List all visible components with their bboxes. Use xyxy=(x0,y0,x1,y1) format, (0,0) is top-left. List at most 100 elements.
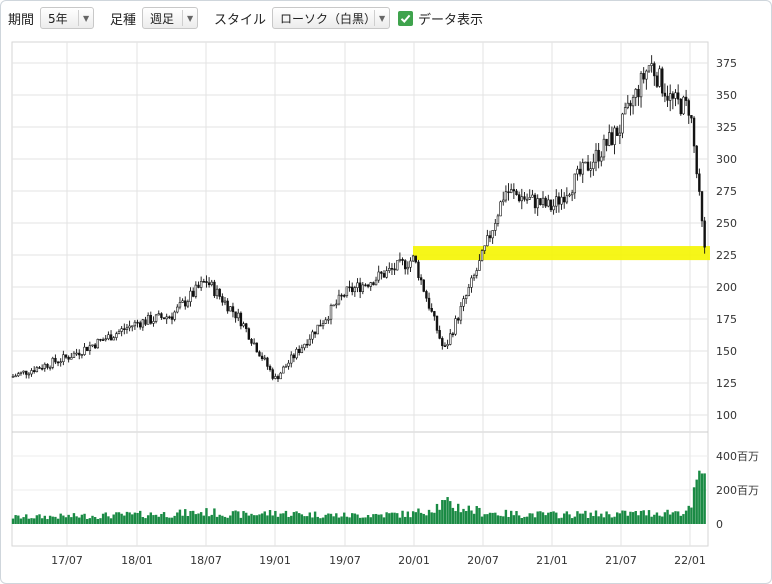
volume-bar xyxy=(592,516,595,524)
volume-bar xyxy=(91,515,94,524)
volume-bar xyxy=(271,515,274,524)
volume-bar xyxy=(634,511,637,524)
candle-body xyxy=(104,338,107,341)
candle-body xyxy=(38,367,41,369)
volume-bar xyxy=(33,518,36,524)
volume-bar xyxy=(125,511,129,524)
volume-bar xyxy=(316,516,319,524)
volume-bar xyxy=(27,518,31,524)
candle-body xyxy=(568,194,571,197)
candle-body xyxy=(382,273,386,278)
volume-bar xyxy=(218,514,221,524)
candle-body xyxy=(263,357,266,360)
candle-body xyxy=(152,321,155,324)
volume-bar xyxy=(385,512,388,524)
volume-bar xyxy=(324,514,327,524)
candle-body xyxy=(268,366,272,370)
candle-body xyxy=(178,302,182,308)
volume-bar xyxy=(107,516,110,524)
candle-body xyxy=(687,100,690,116)
volume-bar xyxy=(70,517,73,524)
candle-body xyxy=(194,284,198,297)
candle-body xyxy=(78,352,81,356)
style-select[interactable]: ローソク（白黒） ▼ xyxy=(272,7,391,29)
candle-body xyxy=(350,286,354,293)
volume-bar xyxy=(637,515,640,524)
candle-body xyxy=(576,168,579,175)
candle-body xyxy=(337,294,341,305)
candle-body xyxy=(682,96,685,115)
candle-body xyxy=(658,68,661,87)
candle-body xyxy=(141,319,145,328)
candle-body xyxy=(319,324,322,327)
volume-bar xyxy=(454,511,457,524)
candle-body xyxy=(239,312,243,327)
candle-body xyxy=(515,190,518,195)
volume-bar xyxy=(199,512,203,524)
candle-body xyxy=(547,199,550,207)
candle-body xyxy=(666,95,669,101)
candle-body xyxy=(181,300,184,303)
candle-body xyxy=(409,260,412,268)
volume-bar xyxy=(401,510,404,524)
volume-bar xyxy=(176,512,179,524)
candle-body xyxy=(22,370,25,373)
candle-body xyxy=(584,161,587,164)
volume-bar xyxy=(676,511,680,524)
candle-body xyxy=(446,344,449,347)
candle-body xyxy=(512,189,516,192)
volume-bar xyxy=(600,513,603,524)
period-select[interactable]: 5年 ▼ xyxy=(40,7,95,29)
candle-body xyxy=(149,314,152,324)
candle-body xyxy=(403,260,407,270)
candle-body xyxy=(279,372,282,380)
candle-body xyxy=(329,305,333,320)
volume-bar xyxy=(464,511,468,524)
highlight-band xyxy=(413,246,710,261)
period-value: 5年 xyxy=(48,11,68,26)
candle-body xyxy=(589,168,592,171)
candle-body xyxy=(480,250,484,261)
candle-body xyxy=(202,281,205,283)
volume-bar xyxy=(502,516,505,524)
candle-body xyxy=(258,351,261,357)
volume-bar xyxy=(351,513,354,524)
volume-bar xyxy=(213,508,216,524)
candle-type-select[interactable]: 週足 ▼ xyxy=(142,7,199,29)
candle-body xyxy=(698,173,701,192)
candle-body xyxy=(581,162,584,175)
volume-bar xyxy=(605,511,608,524)
volume-bar xyxy=(478,507,481,524)
candle-body xyxy=(509,189,513,193)
candle-body xyxy=(112,337,115,341)
candle-body xyxy=(51,357,54,368)
volume-bar xyxy=(292,512,296,524)
volume-bar xyxy=(581,513,584,524)
volume-bar xyxy=(419,512,423,524)
volume-bar xyxy=(78,517,81,524)
candle-body xyxy=(88,345,92,351)
volume-bar xyxy=(427,509,431,524)
candle-body xyxy=(170,316,174,320)
candle-body xyxy=(372,282,375,286)
x-tick-label: 18/07 xyxy=(190,554,222,567)
volume-bar xyxy=(245,512,248,524)
candle-body xyxy=(223,300,227,303)
volume-bar xyxy=(237,511,240,524)
volume-bar xyxy=(239,517,243,524)
y-tick-label: 325 xyxy=(716,121,737,134)
volume-bar xyxy=(674,511,677,524)
volume-bar xyxy=(666,509,669,524)
volume-bar xyxy=(295,511,298,524)
candle-body xyxy=(615,127,619,136)
volume-bar xyxy=(504,509,508,524)
candle-body xyxy=(14,375,17,378)
volume-bar xyxy=(414,512,417,524)
data-display-checkbox[interactable] xyxy=(398,10,414,26)
candle-body xyxy=(125,327,129,330)
candle-body xyxy=(679,98,683,115)
volume-bar xyxy=(623,510,627,524)
candle-body xyxy=(107,334,110,340)
candle-body xyxy=(231,306,235,313)
